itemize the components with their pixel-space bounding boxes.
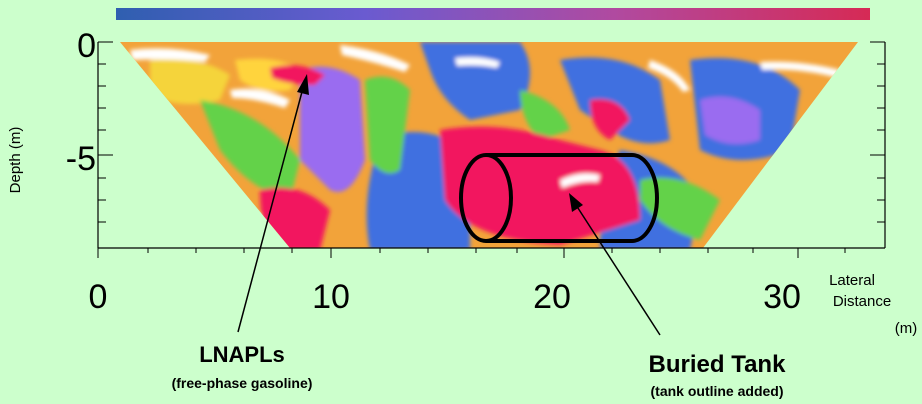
section-patch	[420, 42, 530, 120]
section-patch	[700, 96, 760, 144]
y-axis-label: Depth (m)	[7, 127, 24, 194]
x-axis-label-line1: Lateral	[829, 272, 875, 289]
x-ticks	[97, 248, 846, 258]
section-patch	[220, 208, 260, 222]
section-patch	[150, 59, 230, 104]
tank-arrow	[569, 193, 661, 336]
lnapl-label: LNAPLs	[199, 342, 285, 367]
x-tick-label-10: 10	[312, 278, 350, 316]
section-patch	[200, 100, 300, 200]
x-tick-label-30: 30	[763, 278, 801, 316]
tank-label: Buried Tank	[649, 351, 787, 378]
section-patch	[590, 99, 630, 140]
section-patch	[640, 177, 720, 240]
y-tick-label-0: 0	[77, 27, 96, 65]
tank-sublabel: (tank outline added)	[651, 383, 784, 399]
x-tick-label-0: 0	[89, 278, 108, 316]
y-tick-label-neg5: -5	[66, 140, 96, 178]
x-axis-label-line2: Distance	[833, 293, 891, 310]
y-ticks	[98, 41, 885, 223]
section-patch	[300, 66, 365, 192]
x-tick-label-20: 20	[533, 278, 571, 316]
section-patch	[648, 60, 690, 92]
section-patch	[560, 57, 670, 144]
resistivity-section	[120, 42, 858, 248]
section-patch	[520, 90, 570, 140]
section-patch	[230, 88, 290, 108]
x-axis-unit: (m)	[895, 320, 918, 337]
section-patch	[130, 48, 210, 62]
section-patch	[455, 57, 500, 68]
lnapl-sublabel: (free-phase gasoline)	[172, 375, 313, 391]
section-patch	[340, 45, 410, 72]
section-patch	[365, 76, 410, 174]
section-patch	[270, 65, 325, 85]
section-patch	[780, 157, 840, 220]
tank-outline	[459, 153, 659, 243]
lnapl-arrow	[237, 74, 309, 333]
section-patch	[760, 61, 840, 78]
colorbar	[116, 8, 870, 20]
section-patch	[560, 173, 600, 188]
